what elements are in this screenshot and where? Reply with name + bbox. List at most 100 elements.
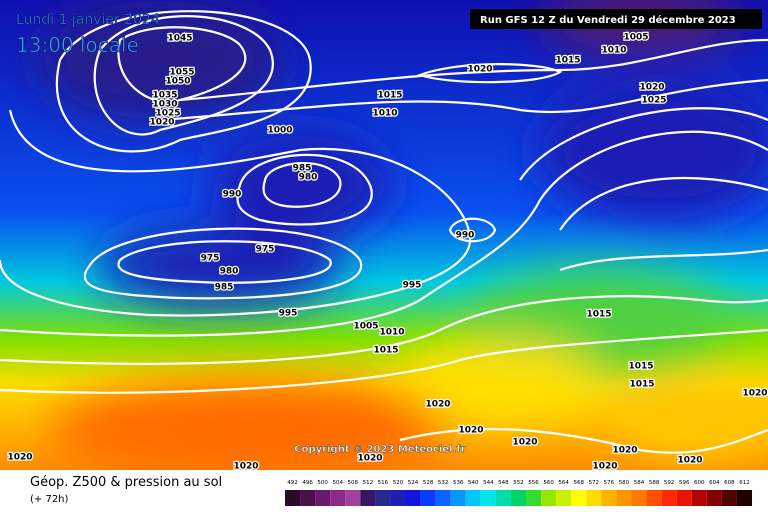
colorbar-label: 556 (528, 480, 539, 486)
colorbar-label: 576 (604, 480, 615, 486)
isobar-label: 1020 (425, 400, 450, 410)
colorbar-label: 548 (498, 480, 509, 486)
colorbar-label: 520 (393, 480, 404, 486)
colorbar-swatch (526, 490, 542, 506)
colorbar-swatch (480, 490, 496, 506)
colorbar-swatch (375, 490, 391, 506)
colorbar-swatch (721, 490, 737, 506)
isobar-label: 1020 (592, 462, 617, 472)
isobar-label: 1005 (353, 322, 378, 332)
colorbar-swatch (736, 490, 752, 506)
colorbar-swatch (405, 490, 421, 506)
isobar-label: 990 (456, 231, 475, 241)
isobar-label: 1000 (267, 126, 292, 136)
isobar-label: 1020 (458, 426, 483, 436)
isobar-label: 1025 (641, 96, 666, 106)
forecast-date: Lundi 1 janvier 2024 (16, 12, 160, 28)
colorbar-label: 516 (378, 480, 389, 486)
isobar-label: 1020 (612, 446, 637, 456)
colorbar-label: 596 (679, 480, 690, 486)
isobar-label: 975 (256, 245, 275, 255)
colorbar-swatch (315, 490, 331, 506)
colorbar-label: 540 (468, 480, 479, 486)
colorbar-label: 496 (302, 480, 313, 486)
isobar-label: 1020 (512, 438, 537, 448)
isobar-label: 985 (215, 283, 234, 293)
isobar-label: 1025 (155, 109, 180, 119)
colorbar-swatch (571, 490, 587, 506)
isobar-label: 995 (279, 309, 298, 319)
colorbar-swatch (285, 490, 301, 506)
colorbar-label: 564 (558, 480, 569, 486)
colorbar-label: 528 (423, 480, 434, 486)
isobar-label: 1015 (628, 362, 653, 372)
isobar-labels: 1045105510501035103010251020100010151010… (6, 31, 768, 473)
isobar-label: 1030 (152, 100, 177, 110)
isobar-label: 1020 (357, 454, 382, 464)
isobar-label: 1005 (623, 33, 648, 43)
isobars (0, 10, 768, 454)
run-info: Run GFS 12 Z du Vendredi 29 décembre 202… (480, 14, 736, 26)
colorbar-label: 532 (438, 480, 449, 486)
colorbar-label: 604 (709, 480, 720, 486)
colorbar-label: 492 (287, 480, 298, 486)
colorbar-swatch (300, 490, 316, 506)
colorbar-label: 536 (453, 480, 464, 486)
run-box (470, 9, 762, 29)
isobar-label: 1015 (555, 56, 580, 66)
colorbar-label: 544 (483, 480, 494, 486)
isobar-label: 985 (293, 164, 312, 174)
colorbar-swatch (646, 490, 662, 506)
colorbar-swatch (661, 490, 677, 506)
colorbar-label: 500 (317, 480, 328, 486)
colorbar-label: 508 (348, 480, 359, 486)
colorbar-label: 572 (589, 480, 600, 486)
colorbar-swatch (330, 490, 346, 506)
colorbar-swatch (450, 490, 466, 506)
isobar-label: 995 (403, 281, 422, 291)
colorbar-swatch (495, 490, 511, 506)
isobar-label: 1050 (165, 77, 190, 87)
colorbar-label: 592 (664, 480, 675, 486)
colorbar-label: 560 (543, 480, 554, 486)
isobar-label: 1015 (373, 346, 398, 356)
copyright: Copyright © 2023 Meteociel.fr (294, 444, 465, 455)
isobar-label: 1010 (379, 328, 404, 338)
colorbar-swatch (556, 490, 572, 506)
colorbar-label: 504 (332, 480, 343, 486)
colorbar-swatch (691, 490, 707, 506)
isobar-label: 1020 (149, 118, 174, 128)
isobar-label: 1015 (586, 310, 611, 320)
colorbar-swatch (586, 490, 602, 506)
colorbar-swatch (420, 490, 436, 506)
isobar-label: 1055 (169, 68, 194, 78)
colorbar-label: 584 (634, 480, 645, 486)
legend-title: Géop. Z500 & pression au sol (30, 475, 222, 490)
isobar-label: 1020 (742, 389, 767, 399)
isobar-label: 1020 (467, 65, 492, 75)
colorbar-swatch (465, 490, 481, 506)
colorbar-swatch (345, 490, 361, 506)
colorbar-swatch (601, 490, 617, 506)
isobar-label: 975 (201, 254, 220, 264)
isobar-label: 1020 (639, 83, 664, 93)
isobar-label: 1035 (152, 91, 177, 101)
isobar-label: 1045 (167, 34, 192, 44)
colorbar-swatch (390, 490, 406, 506)
colorbar-label: 588 (649, 480, 660, 486)
isobar-label: 980 (220, 267, 239, 277)
isobar-label: 1015 (629, 380, 654, 390)
isobar-label: 990 (223, 190, 242, 200)
isobar-label: 1020 (7, 453, 32, 463)
colorbar-swatch (541, 490, 557, 506)
isobar-label: 1020 (233, 462, 258, 472)
colorbar-label: 600 (694, 480, 705, 486)
colorbar-label: 608 (724, 480, 735, 486)
colorbar-label: 612 (739, 480, 750, 486)
colorbar-swatch (360, 490, 376, 506)
forecast-time: 13:00 locale (16, 33, 139, 57)
colorbar-swatch (435, 490, 451, 506)
isobar-label: 1015 (377, 91, 402, 101)
colorbar-label: 552 (513, 480, 524, 486)
